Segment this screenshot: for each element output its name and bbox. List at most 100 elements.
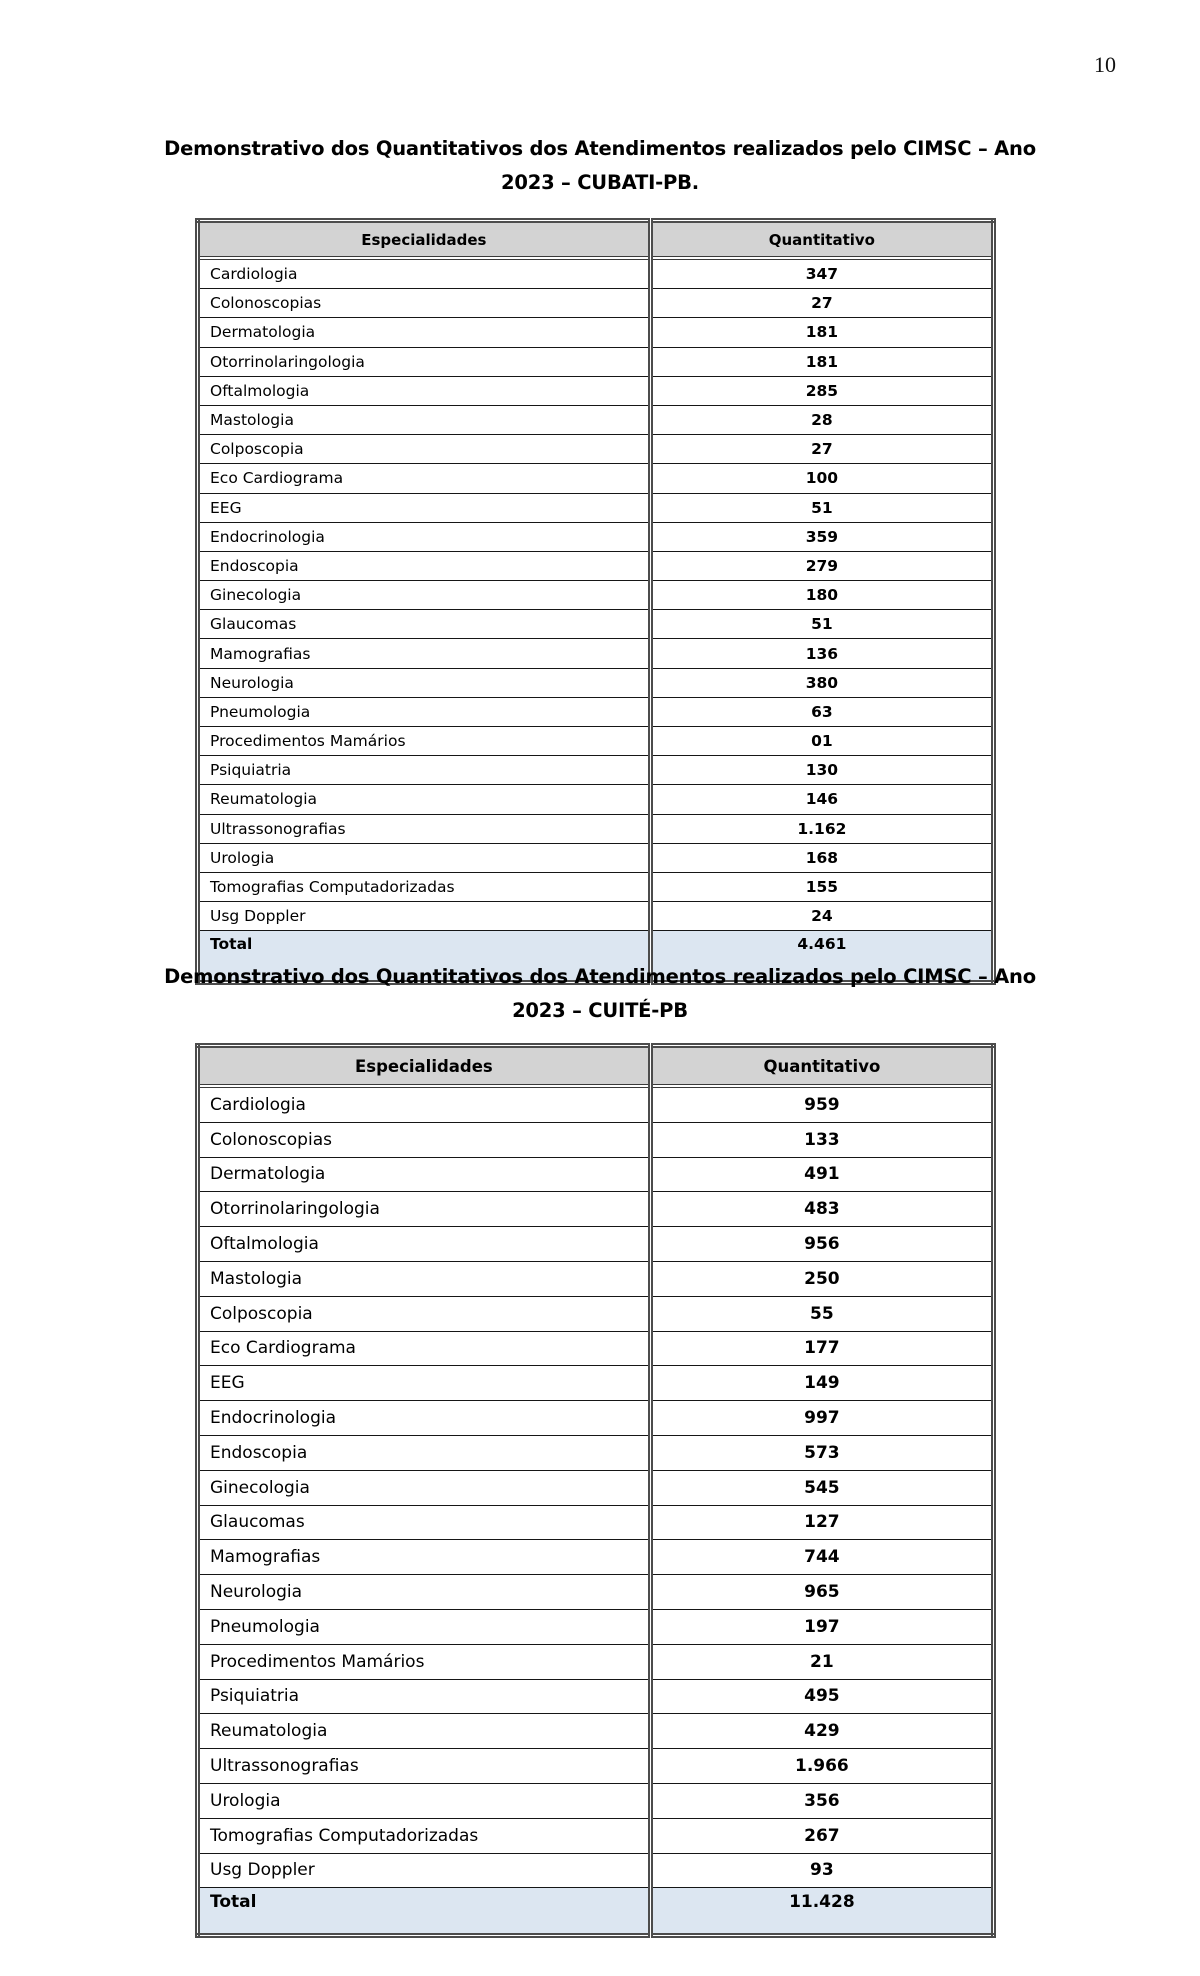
table-title-cubati-line1: Demonstrativo dos Quantitativos dos Aten… [164, 137, 1036, 161]
specialty-cell: EEG [197, 1365, 651, 1401]
specialty-cell: Dermatologia [197, 317, 651, 348]
quantity-cell: 168 [647, 842, 994, 873]
table-row: Colonoscopias 27 [197, 288, 994, 318]
total-value-cell: 11.428 [647, 1887, 994, 1936]
specialty-cell: Mastologia [197, 404, 651, 435]
quantity-cell: 130 [647, 755, 994, 785]
quantity-cell: 356 [647, 1782, 994, 1819]
table-row: Ginecologia 180 [197, 580, 994, 610]
table-row: Reumatologia 146 [197, 784, 994, 815]
specialty-cell: Otorrinolaringologia [197, 1191, 651, 1227]
table-row: Eco Cardiograma 100 [197, 463, 994, 493]
quantity-cell: 380 [647, 667, 994, 698]
quantity-cell: 55 [647, 1295, 994, 1332]
quantity-cell: 149 [647, 1365, 994, 1401]
specialty-cell: Psiquiatria [197, 755, 651, 785]
specialty-cell: Ginecologia [197, 1469, 651, 1506]
table-row: Reumatologia 429 [197, 1713, 994, 1749]
specialty-cell: Colonoscopias [197, 1121, 651, 1158]
table-row: Ginecologia 545 [197, 1469, 994, 1506]
specialty-cell: Mastologia [197, 1260, 651, 1297]
table-row: Eco Cardiograma 177 [197, 1330, 994, 1366]
table-row: Psiquiatria 495 [197, 1678, 994, 1714]
quantity-cell: 146 [647, 784, 994, 815]
specialty-cell: Usg Doppler [197, 901, 651, 931]
table-title-cubati: Demonstrativo dos Quantitativos dos Aten… [0, 132, 1200, 200]
table-row: Usg Doppler 24 [197, 901, 994, 931]
table-row: Pneumologia 197 [197, 1608, 994, 1645]
table-row: EEG 51 [197, 492, 994, 523]
specialty-cell: Oftalmologia [197, 1226, 651, 1262]
specialty-cell: Procedimentos Mamários [197, 725, 651, 756]
quantity-cell: 93 [647, 1852, 994, 1888]
table-row: Ultrassonografias 1.162 [197, 813, 994, 844]
specialty-cell: Oftalmologia [197, 375, 651, 406]
table-row: Urologia 356 [197, 1782, 994, 1819]
table-row: Mamografias 136 [197, 638, 994, 669]
quantity-cell: 997 [647, 1400, 994, 1436]
quantitativos-table-cubati: Especialidades Quantitativo Cardiologia 347… [195, 218, 996, 986]
table-row: Endoscopia 573 [197, 1434, 994, 1471]
quantity-cell: 180 [647, 580, 994, 610]
specialty-cell: Endoscopia [197, 1434, 651, 1471]
total-label-cell: Total [197, 930, 651, 983]
specialty-cell: Tomografias Computadorizadas [197, 871, 651, 902]
quantity-cell: 136 [647, 638, 994, 669]
quantity-cell: 956 [647, 1226, 994, 1262]
specialty-cell: Mamografias [197, 1539, 651, 1575]
table-row: Cardiologia 959 [197, 1085, 994, 1123]
total-label-cell: Total [197, 1887, 651, 1936]
specialty-cell: Tomografias Computadorizadas [197, 1817, 651, 1854]
quantity-cell: 51 [647, 492, 994, 523]
table-row: Oftalmologia 956 [197, 1226, 994, 1262]
specialty-cell: Neurologia [197, 1574, 651, 1610]
table-row: Pneumologia 63 [197, 696, 994, 727]
quantity-cell: 51 [647, 609, 994, 639]
quantity-cell: 250 [647, 1260, 994, 1297]
quantity-cell: 27 [647, 288, 994, 318]
table-title-cuite-line2: 2023 – CUITÉ-PB [512, 999, 688, 1023]
specialty-cell: Pneumologia [197, 696, 651, 727]
quantity-cell: 63 [647, 696, 994, 727]
specialty-cell: Reumatologia [197, 1713, 651, 1749]
specialty-cell: Dermatologia [197, 1156, 651, 1192]
specialty-cell: Colposcopia [197, 1295, 651, 1332]
specialty-cell: Eco Cardiograma [197, 463, 651, 493]
header-cell-especialidades: Especialidades [197, 1045, 651, 1088]
table-row: Colposcopia 55 [197, 1295, 994, 1332]
quantity-cell: 285 [647, 375, 994, 406]
specialty-cell: Usg Doppler [197, 1852, 651, 1888]
specialty-cell: Glaucomas [197, 609, 651, 639]
table-row: Colonoscopias 133 [197, 1121, 994, 1158]
quantity-cell: 545 [647, 1469, 994, 1506]
header-cell-especialidades: Especialidades [197, 220, 651, 260]
table-row: Glaucomas 127 [197, 1504, 994, 1540]
total-row: Total 4.461 [197, 930, 994, 983]
total-row: Total 11.428 [197, 1887, 994, 1936]
table-row: Urologia 168 [197, 842, 994, 873]
header-cell-quantitativo: Quantitativo [647, 1045, 994, 1088]
specialty-cell: Mamografias [197, 638, 651, 669]
table-row: Mamografias 744 [197, 1539, 994, 1575]
table-row: Endoscopia 279 [197, 550, 994, 581]
specialty-cell: Cardiologia [197, 1085, 651, 1123]
specialty-cell: Reumatologia [197, 784, 651, 815]
quantity-cell: 573 [647, 1434, 994, 1471]
quantity-cell: 177 [647, 1330, 994, 1366]
table-row: Oftalmologia 285 [197, 375, 994, 406]
specialty-cell: Urologia [197, 842, 651, 873]
table-row: Mastologia 250 [197, 1260, 994, 1297]
table-row: Mastologia 28 [197, 404, 994, 435]
quantity-cell: 347 [647, 257, 994, 289]
specialty-cell: Endoscopia [197, 550, 651, 581]
table-header-row: Especialidades Quantitativo [197, 220, 994, 260]
table-row: Neurologia 380 [197, 667, 994, 698]
specialty-cell: Otorrinolaringologia [197, 346, 651, 377]
quantity-cell: 27 [647, 434, 994, 464]
table-title-cuite: Demonstrativo dos Quantitativos dos Aten… [0, 960, 1200, 1028]
table-header-row: Especialidades Quantitativo [197, 1045, 994, 1088]
quantitativos-table-cuite: Especialidades Quantitativo Cardiologia 959… [195, 1043, 996, 1939]
specialty-cell: EEG [197, 492, 651, 523]
quantity-cell: 28 [647, 404, 994, 435]
table-row: EEG 149 [197, 1365, 994, 1401]
